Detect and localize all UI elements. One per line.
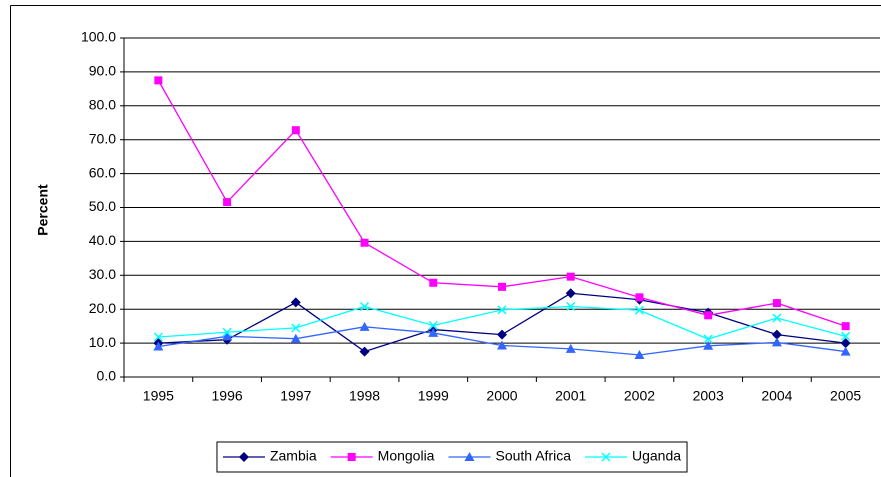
marker bbox=[360, 238, 369, 247]
marker bbox=[290, 333, 301, 343]
marker bbox=[565, 288, 576, 299]
marker bbox=[359, 321, 370, 331]
marker bbox=[634, 305, 644, 315]
marker bbox=[840, 338, 851, 349]
marker bbox=[841, 322, 850, 331]
x-tick-label: 1998 bbox=[349, 388, 380, 404]
x-tick-label: 2005 bbox=[830, 388, 861, 404]
marker bbox=[223, 198, 232, 207]
y-tick-label: 100.0 bbox=[81, 29, 116, 45]
marker bbox=[841, 331, 851, 341]
marker bbox=[703, 334, 713, 344]
marker bbox=[635, 293, 644, 302]
x-tick-label: 2002 bbox=[624, 388, 655, 404]
legend: Zambia Mongolia South Africa Uganda bbox=[216, 441, 688, 473]
legend-label: South Africa bbox=[495, 448, 571, 464]
marker bbox=[359, 346, 370, 357]
marker bbox=[771, 329, 782, 340]
marker bbox=[222, 331, 233, 341]
marker bbox=[497, 329, 507, 340]
x-tick-label: 2003 bbox=[693, 388, 724, 404]
marker bbox=[703, 340, 714, 350]
marker bbox=[772, 313, 782, 323]
x-tick-label: 2001 bbox=[555, 388, 586, 404]
marker bbox=[497, 340, 507, 350]
legend-label: Uganda bbox=[632, 448, 681, 464]
marker bbox=[222, 327, 232, 337]
y-tick-label: 10.0 bbox=[89, 334, 116, 350]
marker bbox=[772, 299, 781, 308]
y-tick-label: 70.0 bbox=[89, 130, 116, 146]
marker bbox=[566, 272, 575, 281]
marker bbox=[565, 343, 576, 353]
marker bbox=[498, 282, 506, 291]
x-tick-label: 2004 bbox=[761, 388, 792, 404]
marker bbox=[634, 349, 645, 359]
y-tick-label: 30.0 bbox=[89, 266, 116, 282]
x-tick-label: 2000 bbox=[486, 388, 517, 404]
marker bbox=[771, 337, 782, 347]
marker bbox=[291, 126, 300, 135]
legend-label: Zambia bbox=[270, 448, 317, 464]
marker bbox=[360, 301, 370, 312]
marker bbox=[566, 301, 576, 312]
marker bbox=[153, 341, 164, 351]
x-tick-label: 1999 bbox=[418, 388, 449, 404]
y-tick-label: 0.0 bbox=[97, 368, 117, 384]
x-tick-label: 1997 bbox=[280, 388, 311, 404]
y-tick-label: 90.0 bbox=[89, 63, 116, 79]
marker bbox=[154, 76, 163, 85]
marker bbox=[428, 327, 439, 337]
legend-label: Mongolia bbox=[378, 448, 435, 464]
y-tick-label: 50.0 bbox=[89, 198, 116, 214]
marker bbox=[704, 311, 713, 320]
y-tick-label: 40.0 bbox=[89, 232, 116, 248]
marker bbox=[290, 297, 301, 308]
legend-marker bbox=[347, 453, 356, 461]
marker bbox=[429, 278, 438, 287]
legend-marker bbox=[601, 452, 611, 462]
x-tick-label: 1996 bbox=[212, 388, 243, 404]
marker bbox=[497, 305, 507, 315]
marker bbox=[291, 323, 301, 333]
y-tick-label: 20.0 bbox=[89, 300, 116, 316]
y-tick-label: 60.0 bbox=[89, 164, 116, 180]
legend-marker bbox=[238, 452, 249, 462]
marker bbox=[428, 320, 438, 331]
y-axis-label: Percent bbox=[35, 184, 51, 236]
legend-marker bbox=[464, 452, 475, 461]
marker bbox=[840, 346, 851, 356]
y-tick-label: 80.0 bbox=[89, 97, 116, 113]
x-tick-label: 1995 bbox=[143, 388, 174, 404]
marker bbox=[153, 332, 163, 342]
